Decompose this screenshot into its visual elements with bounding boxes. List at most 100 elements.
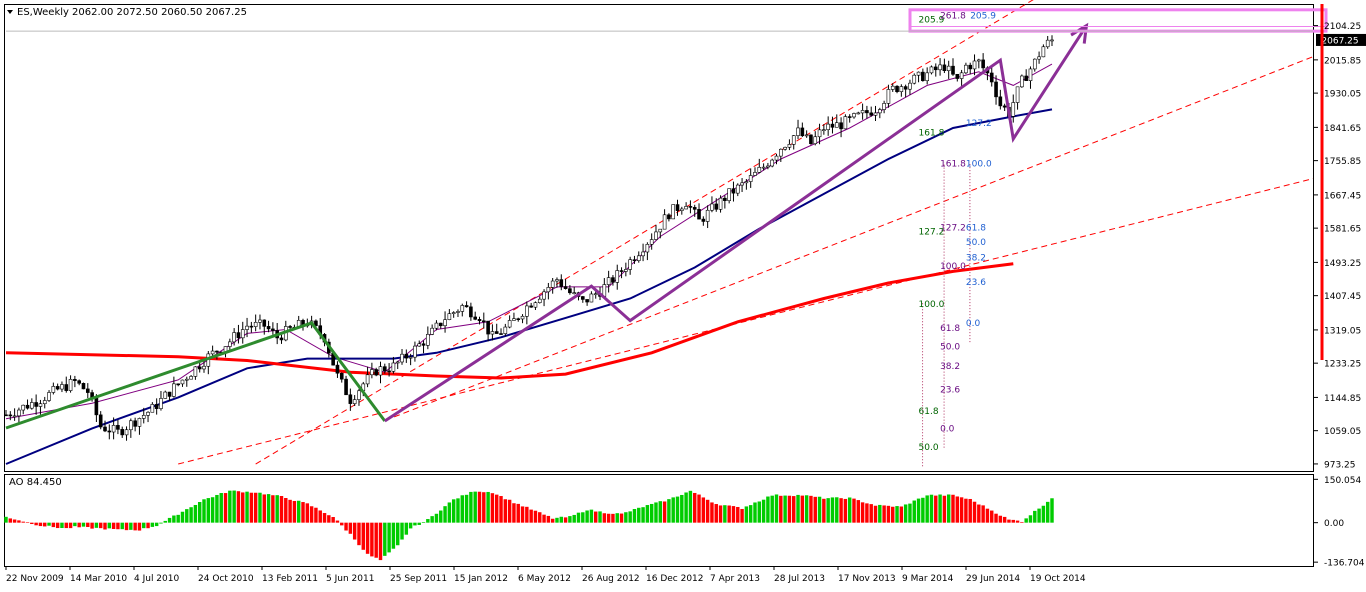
candle-body (236, 332, 241, 339)
candle-body (438, 322, 443, 327)
candle-body (964, 64, 968, 74)
ao-bar (266, 494, 271, 523)
ao-bar (964, 498, 968, 523)
ao-bar (938, 494, 942, 523)
price-tick-label: 1841.65 (1324, 124, 1361, 134)
candle-body (447, 313, 452, 320)
price-tick-label: 1407.45 (1324, 292, 1361, 302)
ao-bar (352, 522, 357, 540)
candle-body (753, 172, 757, 176)
ao-bar (357, 522, 361, 546)
ao-bar (365, 522, 370, 554)
candle-body (636, 255, 641, 261)
candle-body (154, 404, 159, 409)
price-tick-label: 1930.05 (1324, 90, 1361, 100)
ao-bar (206, 498, 211, 523)
candle-body (718, 197, 723, 210)
candle-body (632, 259, 637, 262)
ao-bar (1015, 520, 1020, 523)
ao-bar (133, 522, 137, 531)
candle-body (129, 420, 133, 431)
ao-bar (723, 505, 727, 523)
time-tick-label: 29 Jun 2014 (966, 574, 1020, 584)
candle-body (111, 425, 116, 433)
target-zone-layer (6, 8, 1328, 33)
candle-body (55, 386, 60, 390)
ao-bar (374, 522, 378, 558)
candle-body (705, 209, 710, 222)
ao-bar (839, 498, 843, 523)
trendline-0 (255, 0, 1034, 465)
candle-body (989, 72, 994, 83)
candle-body (951, 65, 955, 75)
ao-bar (271, 495, 275, 523)
ao-bar (916, 498, 921, 523)
fib-level-label: 0.0 (940, 425, 955, 435)
ao-bar (731, 506, 736, 523)
ao-bar (903, 504, 908, 523)
ao-bar (417, 522, 421, 525)
candle-body (981, 59, 985, 69)
candle-body (994, 81, 998, 98)
ao-bar (43, 522, 47, 527)
candle-body (486, 320, 490, 335)
price-axis: 2104.25 2015.85 1930.05 1841.65 1755.85 1667.… (1314, 22, 1361, 470)
menu-triangle-icon[interactable] (7, 10, 13, 14)
candle-body (434, 322, 439, 329)
candle-body (847, 116, 852, 118)
time-tick-label: 14 Mar 2010 (70, 574, 127, 584)
candle-body (955, 73, 960, 79)
ao-bar (542, 514, 546, 523)
candle-body (550, 280, 555, 288)
candle-body (38, 403, 43, 407)
candle-body (271, 328, 275, 331)
trendline-layer (178, 0, 1314, 465)
ao-bar (90, 522, 94, 529)
ao-bar (279, 496, 284, 523)
ao-bar (159, 522, 163, 524)
ao-bar (21, 521, 25, 523)
ao-bar (538, 512, 542, 523)
ao-bar (129, 522, 133, 530)
ao-bar (959, 497, 964, 523)
ao-bar (232, 490, 236, 523)
candle-body (744, 181, 749, 184)
candle-body (382, 366, 387, 372)
ao-bar (869, 504, 873, 523)
candle-body (766, 165, 770, 168)
candle-body (977, 59, 981, 62)
ao-bar (494, 494, 499, 523)
candle-body (667, 214, 671, 220)
ao-tick-label: 150.054 (1324, 476, 1361, 486)
candle-body (817, 129, 822, 138)
ao-bar (830, 497, 835, 523)
ao-bar (219, 493, 223, 523)
candle-body (339, 372, 344, 380)
ao-axis: 150.054 0.00 -136.704 (1314, 476, 1365, 569)
time-tick-label: 17 Nov 2013 (838, 574, 896, 584)
candle-body (387, 370, 391, 373)
ao-bar (236, 491, 241, 523)
candle-body (469, 306, 473, 318)
purple-arrow-head (1070, 22, 1089, 44)
candle-body (430, 327, 434, 335)
ao-bar (787, 495, 792, 523)
ao-bar (482, 492, 486, 523)
candle-body (791, 135, 796, 145)
fib-level-label: 100.0 (940, 262, 966, 272)
candle-body (542, 291, 546, 300)
ao-bar (525, 506, 529, 523)
candle-body (344, 378, 348, 396)
candle-body (912, 74, 917, 84)
time-tick-label: 15 Jan 2012 (454, 574, 508, 584)
candle-body (615, 270, 620, 283)
candle-body (1041, 46, 1046, 58)
time-tick-label: 28 Jul 2013 (774, 574, 825, 584)
ao-bar (507, 499, 512, 523)
fib-level-label: 161.8 (919, 129, 945, 139)
candle-body (998, 96, 1003, 107)
ao-bar (925, 495, 929, 523)
ao-bar (94, 522, 99, 528)
candle-body (451, 312, 456, 314)
